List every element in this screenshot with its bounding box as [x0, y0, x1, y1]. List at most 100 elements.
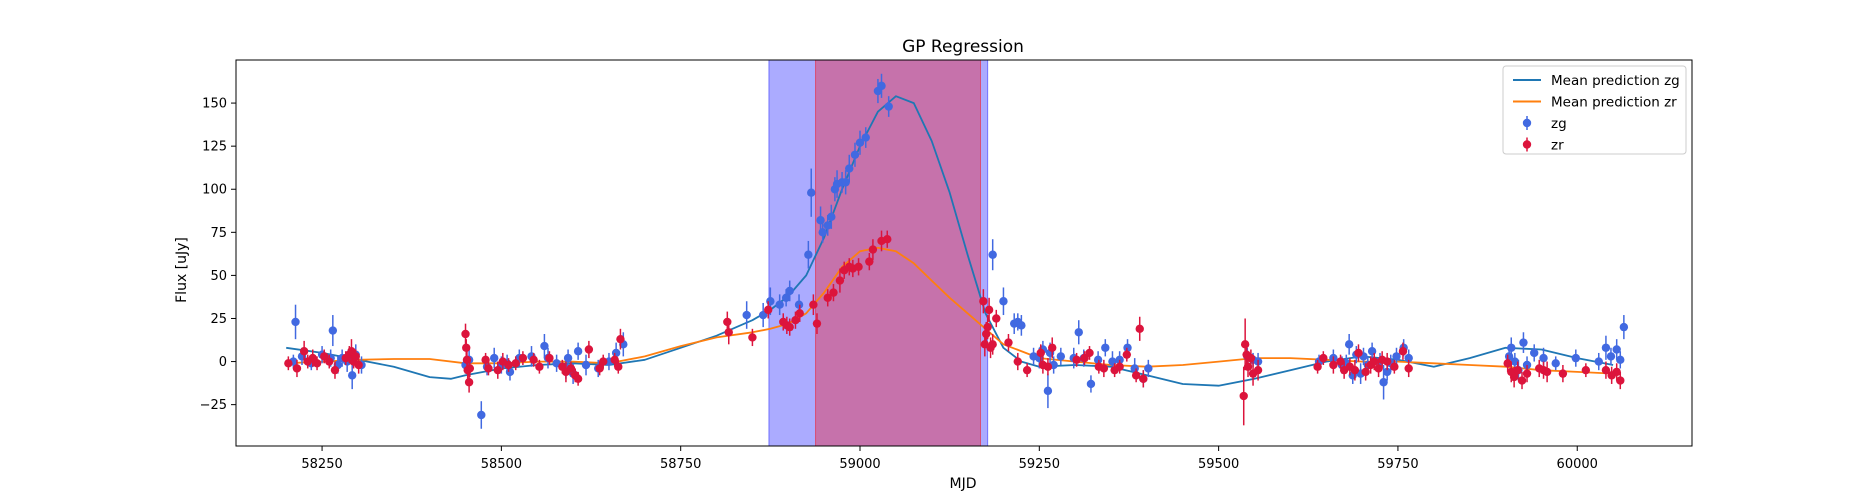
data-point-zg: [807, 188, 816, 197]
legend-label-zr: zr: [1551, 138, 1564, 154]
data-point-zg: [347, 371, 357, 380]
data-point-zr: [535, 362, 544, 371]
data-point-zr: [284, 359, 293, 368]
data-point-zr: [462, 355, 472, 365]
data-point-zg: [1510, 357, 1520, 366]
data-point-zr: [748, 333, 757, 342]
data-point-zg: [1606, 352, 1616, 361]
data-point-zr: [462, 343, 471, 352]
data-point-zr: [1240, 340, 1250, 349]
data-point-zr: [1036, 348, 1045, 358]
data-point-zr: [829, 288, 838, 297]
data-point-zr: [464, 378, 474, 387]
data-point-zr: [1329, 360, 1338, 370]
data-point-zg: [1539, 353, 1548, 363]
data-point-zr: [566, 364, 576, 373]
data-point-zr: [785, 322, 794, 332]
data-point-zg: [1519, 338, 1528, 347]
data-point-zr: [1616, 376, 1625, 385]
data-point-zg: [1379, 378, 1388, 387]
data-point-zr: [354, 360, 363, 370]
data-point-zr: [610, 355, 619, 365]
data-point-zg: [861, 133, 870, 142]
data-point-zg: [999, 297, 1008, 306]
data-point-zg: [816, 216, 825, 225]
data-point-zr: [1135, 324, 1144, 334]
data-point-zr: [1139, 374, 1148, 383]
data-point-zg: [1571, 353, 1581, 363]
data-point-zr: [292, 364, 302, 373]
data-point-zr: [868, 245, 878, 254]
data-point-zg: [1043, 386, 1053, 396]
data-point-zg: [1108, 357, 1117, 366]
data-point-zr: [723, 317, 732, 327]
data-point-zr: [484, 364, 493, 373]
data-point-zr: [595, 364, 604, 373]
data-point-zg: [1522, 360, 1532, 370]
data-point-zr: [1612, 367, 1621, 377]
y-tick-label: 50: [210, 269, 227, 284]
data-point-zg: [775, 300, 784, 309]
data-point-zr: [1370, 357, 1379, 366]
x-tick-label: 59750: [1377, 457, 1418, 472]
data-point-zr: [1004, 338, 1013, 347]
plot-area: 58250 58500 58750 59000 59250 59500 59750 60000…: [200, 59, 1693, 472]
data-point-zr: [1503, 359, 1512, 368]
data-point-zr: [1313, 362, 1322, 371]
data-point-zg: [1086, 379, 1096, 389]
data-point-zg: [1017, 321, 1026, 330]
data-point-zg: [1551, 359, 1560, 368]
data-point-zr: [351, 352, 360, 361]
data-point-zr: [1048, 343, 1057, 352]
data-point-zr: [1361, 367, 1370, 377]
x-tick-label: 59500: [1198, 457, 1239, 472]
data-point-zr: [791, 316, 800, 325]
data-point-zr: [1239, 391, 1248, 401]
data-point-zr: [1080, 353, 1089, 363]
data-point-zr: [835, 276, 845, 285]
data-point-zr: [1509, 372, 1519, 382]
data-point-zg: [1392, 352, 1401, 361]
data-point-zg: [477, 410, 486, 420]
data-point-zr: [1319, 353, 1328, 363]
data-point-zg: [841, 178, 850, 187]
chart-title: GP Regression: [902, 37, 1024, 57]
data-point-zr: [1013, 357, 1022, 366]
data-point-zr: [1122, 350, 1132, 359]
data-point-zr: [1404, 364, 1413, 373]
data-point-zg: [1074, 328, 1083, 337]
legend-label-mean_zg: Mean prediction zg: [1551, 73, 1680, 89]
data-point-zr: [312, 359, 322, 368]
data-point-zr: [854, 262, 863, 271]
data-point-zg: [742, 310, 751, 320]
data-point-zr: [1354, 348, 1363, 358]
legend-label-mean_zr: Mean prediction zr: [1551, 95, 1677, 111]
x-axis-label: MJD: [950, 476, 977, 492]
data-point-zg: [1367, 347, 1377, 356]
data-point-zg: [804, 250, 813, 259]
data-point-zg: [505, 367, 515, 377]
data-point-zr: [504, 360, 513, 370]
data-point-zr: [614, 362, 623, 371]
data-point-zr: [1246, 353, 1256, 363]
data-point-zr: [979, 297, 988, 306]
data-point-zr: [1085, 348, 1094, 358]
data-point-zr: [724, 328, 733, 337]
data-point-zr: [511, 359, 520, 368]
data-point-zr: [1398, 347, 1408, 356]
y-tick-label: 100: [202, 183, 227, 198]
x-tick-label: 58250: [301, 457, 342, 472]
data-point-zg: [611, 348, 621, 358]
data-point-zr: [481, 355, 490, 365]
data-point-zr: [1382, 357, 1392, 366]
legend-label-zg: zg: [1551, 116, 1567, 132]
data-point-zg: [781, 293, 791, 303]
data-point-zr: [982, 329, 991, 339]
data-point-zg: [1344, 340, 1354, 349]
data-point-zg: [785, 286, 794, 296]
data-point-zr: [809, 300, 818, 309]
x-tick-label: 60000: [1557, 457, 1598, 472]
data-point-zg: [1507, 343, 1516, 352]
data-point-zr: [1522, 369, 1532, 378]
plot-frame: [235, 59, 1693, 447]
